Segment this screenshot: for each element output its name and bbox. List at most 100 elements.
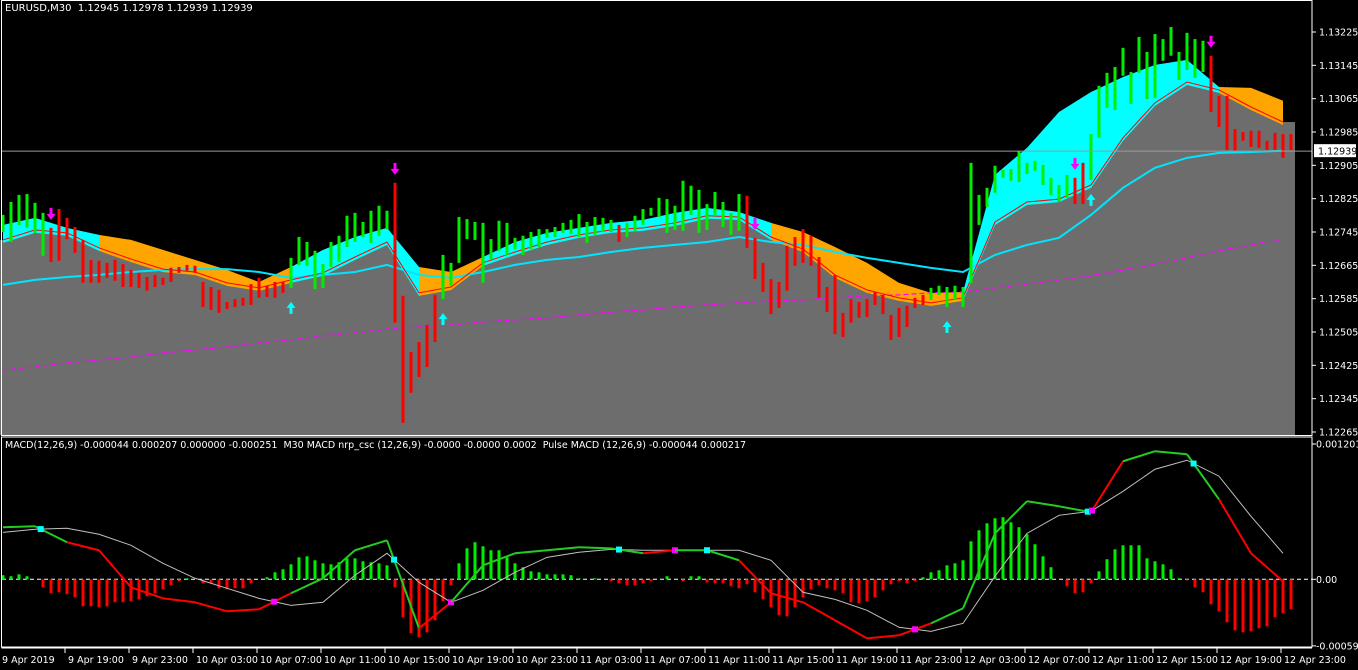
price-bar [857,302,861,318]
macd-histogram-bar [153,579,157,594]
macd-histogram-bar [1249,579,1253,632]
macd-histogram-bar [553,574,557,580]
price-bar [57,209,61,261]
macd-histogram-bar [145,579,149,597]
macd-histogram-bar [537,572,541,580]
macd-line-segment [610,547,644,555]
price-bar [897,307,901,337]
macd-histogram-bar [889,579,893,585]
macd-histogram-bar [129,579,133,602]
macd-histogram-bar [529,571,533,580]
macd-histogram-bar [481,546,485,580]
price-bar [393,182,397,323]
bullish-cross-marker [912,626,918,633]
macd-histogram-bar [1113,549,1117,580]
price-tick-label: 1.12825 [1319,194,1358,205]
price-bar [1001,169,1005,178]
macd-histogram-bar [1265,579,1269,627]
macd-histogram-bar [809,579,813,590]
macd-histogram-bar [1169,569,1173,580]
time-tick-label: 11 Apr 03:00 [580,655,642,666]
price-bar [1233,129,1237,151]
symbol-timeframe: EURUSD,M30 [5,3,72,14]
macd-histogram-bar [1033,544,1037,580]
macd-histogram-bar [1,575,5,580]
macd-histogram-bar [665,576,669,580]
macd-histogram-bar [1217,579,1221,612]
price-bar [913,297,917,308]
macd-histogram-bar [937,570,941,580]
time-tick-label: 9 Apr 19:00 [68,655,124,666]
price-tick-label: 1.13225 [1319,28,1358,39]
macd-pane[interactable] [1,450,1313,640]
macd-histogram-bar [305,556,309,580]
price-bar [1057,184,1061,202]
macd-line-segment [130,586,164,600]
macd-line-segment [1154,450,1188,456]
macd-histogram-bar [9,576,13,580]
macd-line-segment [1122,450,1156,463]
macd-histogram-bar [121,579,125,603]
macd-histogram-bar [561,574,565,580]
price-bar [745,195,749,248]
price-bar [441,254,445,300]
macd-histogram-bar [617,579,621,584]
macd-histogram-bar [705,579,709,583]
macd-histogram-bar [1041,556,1045,580]
macd-histogram-bar [625,579,629,586]
price-bar [249,284,253,305]
time-tick-label: 9 Apr 2019 [2,655,55,666]
macd-histogram-bar [297,557,301,580]
macd-histogram-bar [1233,579,1237,631]
price-bar [625,222,629,237]
macd-line-segment [386,539,420,629]
main-price-pane[interactable] [0,27,1312,435]
price-bar [81,239,85,283]
current-price-label: 1.12939 [1318,147,1357,158]
price-bar [1273,132,1277,150]
macd-histogram-bar [1105,559,1109,580]
time-tick-label: 10 Apr 15:00 [388,655,450,666]
macd-histogram-bar [521,567,525,580]
macd-histogram-bar [17,574,21,580]
price-bar [529,232,533,250]
price-bar [841,312,845,337]
price-bar [1081,162,1085,205]
macd-histogram-bar [857,579,861,604]
price-tick-label: 1.12265 [1319,428,1358,439]
price-bar [201,282,205,307]
ohlc-values: 1.12945 1.12978 1.12939 1.12939 [77,3,253,14]
macd-histogram-bar [49,579,53,594]
price-bar [793,237,797,266]
macd-histogram-bar [161,579,165,590]
price-bar [833,274,837,335]
price-bar [161,277,165,285]
price-bar [169,267,173,282]
price-bar [345,215,349,247]
macd-histogram-bar [1177,578,1181,580]
macd-histogram-bar [609,579,613,582]
price-bar [953,285,957,300]
time-tick-label: 10 Apr 11:00 [324,655,386,666]
macd-histogram-bar [169,579,173,586]
price-bar [1185,32,1189,70]
price-bar [49,227,53,262]
price-bar [289,257,293,288]
price-bar [1073,177,1077,205]
price-bar [1129,72,1133,105]
price-bar [137,272,141,288]
price-bar [801,229,805,263]
trend-band-segment [451,257,483,290]
price-bar [33,202,37,233]
bearish-cross-marker [37,526,44,533]
price-tick-label: 1.12745 [1319,228,1358,239]
macd-line-segment [354,539,388,552]
slow-ma-line [2,149,1284,286]
macd-line-segment [98,549,132,588]
price-bar [433,294,437,342]
price-bar [929,287,933,300]
price-bar [969,162,973,283]
macd-line-segment [546,546,580,552]
